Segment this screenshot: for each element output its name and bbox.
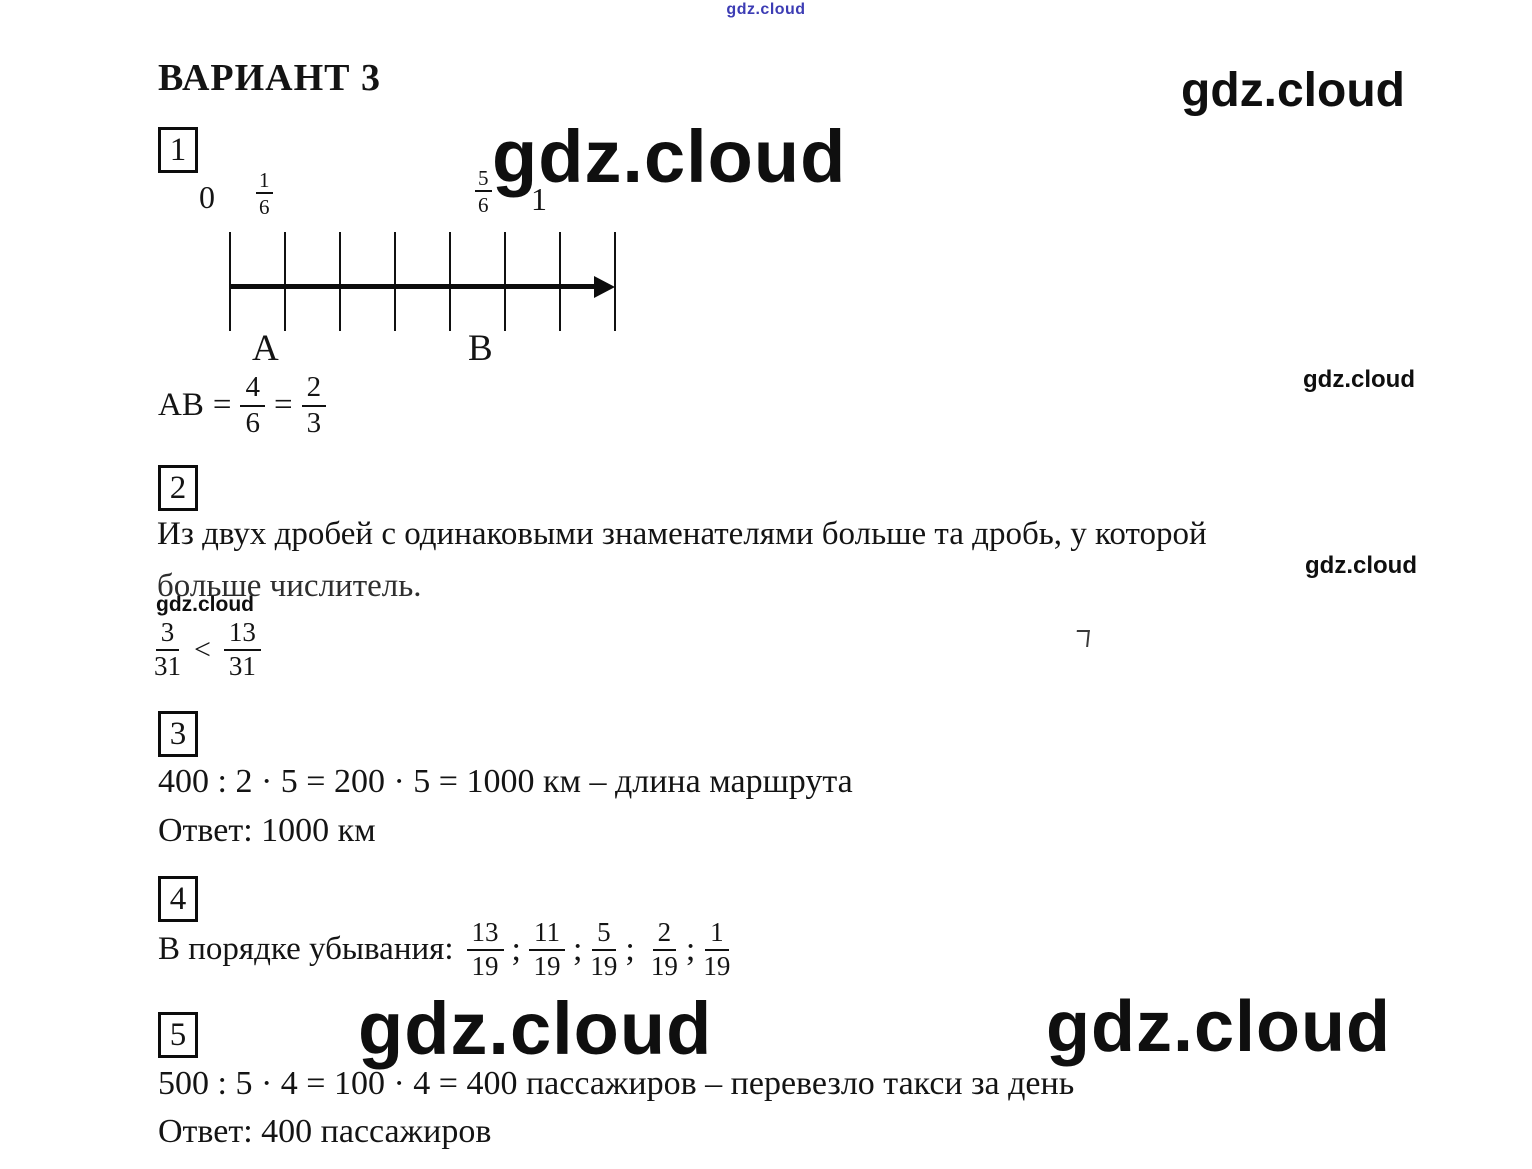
fraction-13-19: 13 19 — [466, 917, 504, 981]
frac-denominator: 19 — [703, 950, 731, 981]
segment-name: АВ — [158, 387, 204, 424]
problem-4-number: 4 — [169, 880, 187, 917]
frac-numerator: 5 — [475, 166, 492, 193]
fraction-2-19: 2 19 — [650, 917, 678, 981]
watermark-top-right: gdz.cloud — [1181, 64, 1405, 117]
problem-5-answer: Ответ: 400 пассажиров — [158, 1113, 492, 1150]
frac-numerator: 3 — [155, 617, 180, 651]
problem-4-number-box: 4 — [158, 876, 198, 922]
number-line-arrowhead-icon — [594, 276, 615, 298]
equals-sign: = — [273, 387, 293, 424]
point-b-label: В — [468, 328, 493, 369]
problem-5-number: 5 — [169, 1016, 187, 1053]
problem-1-result: АВ = 4 6 = 2 3 — [158, 371, 327, 440]
semicolon-separator: ; — [625, 930, 635, 968]
semicolon-separator: ; — [572, 930, 583, 968]
fraction-13-31: 13 31 — [223, 617, 261, 681]
frac-denominator: 6 — [478, 193, 489, 218]
frac-numerator: 13 — [223, 617, 261, 651]
equals-sign: = — [212, 387, 232, 424]
fraction-1-19: 1 19 — [703, 917, 731, 981]
frac-numerator: 2 — [652, 917, 677, 951]
fraction-5-19: 5 19 — [590, 917, 618, 981]
problem-5-number-box: 5 — [158, 1012, 198, 1058]
number-line-label-zero: 0 — [199, 179, 215, 215]
watermark-right-2: gdz.cloud — [1305, 552, 1417, 579]
frac-numerator: 2 — [301, 371, 327, 407]
frac-denominator: 19 — [533, 950, 561, 981]
number-line-frac-5-6: 5 6 — [475, 166, 492, 217]
page-title: ВАРИАНТ 3 — [158, 57, 382, 99]
scan-artifact-mark — [1075, 630, 1090, 647]
semicolon-separator: ; — [685, 930, 696, 968]
frac-numerator: 13 — [466, 917, 504, 951]
problem-1-number: 1 — [169, 131, 187, 168]
fraction-2-3: 2 3 — [301, 371, 327, 440]
frac-numerator: 1 — [256, 168, 273, 195]
frac-denominator: 19 — [471, 950, 499, 981]
fraction-11-19: 11 19 — [528, 917, 565, 981]
problem-3-number: 3 — [169, 715, 187, 752]
watermark-bottom-left: gdz.cloud — [358, 987, 713, 1070]
number-line-tick — [229, 232, 231, 331]
frac-denominator: 31 — [154, 650, 181, 681]
fraction-4-6: 4 6 — [240, 371, 265, 440]
number-line-tick — [614, 232, 616, 331]
frac-numerator: 1 — [705, 917, 729, 951]
frac-numerator: 11 — [528, 917, 565, 951]
number-line-frac-1-6: 1 6 — [256, 168, 273, 219]
problem-2-rule-line1: Из двух дробей с одинаковыми знаменателя… — [157, 516, 1207, 552]
number-line-tick — [504, 232, 506, 331]
frac-denominator: 6 — [259, 195, 270, 220]
fraction-3-31: 3 31 — [154, 617, 181, 681]
frac-denominator: 19 — [650, 950, 678, 981]
number-line-tick — [339, 232, 341, 331]
problem-5-solution: 500 : 5 · 4 = 100 · 4 = 400 пассажиров –… — [158, 1065, 1075, 1102]
semicolon-separator: ; — [511, 930, 521, 968]
number-line-tick — [449, 232, 451, 331]
problem-3-solution: 400 : 2 · 5 = 200 · 5 = 1000 км – длина … — [158, 763, 853, 800]
frac-numerator: 4 — [240, 371, 265, 407]
number-line-axis — [231, 284, 596, 289]
problem-2-rule-line2: больше числитель. — [157, 568, 422, 604]
less-than-sign: < — [194, 632, 211, 666]
frac-denominator: 31 — [228, 650, 256, 681]
problem-1-number-box: 1 — [158, 127, 198, 173]
watermark-mid-right: gdz.cloud — [1303, 366, 1415, 393]
problem-2-number-box: 2 — [158, 465, 198, 511]
frac-denominator: 19 — [590, 950, 618, 981]
problem-3-answer: Ответ: 1000 км — [158, 812, 376, 849]
number-line-label-one: 1 — [531, 181, 547, 217]
frac-numerator: 5 — [592, 917, 616, 951]
frac-denominator: 6 — [245, 406, 260, 439]
problem-3-number-box: 3 — [158, 711, 198, 757]
problem-2-comparison: 3 31 < 13 31 — [154, 617, 261, 681]
problem-4-label: В порядке убывания: — [158, 931, 454, 968]
watermark-top-blue: gdz.cloud — [726, 1, 806, 18]
watermark-left-small: gdz.cloud — [156, 593, 254, 616]
frac-denominator: 3 — [306, 406, 322, 439]
number-line-tick — [559, 232, 561, 331]
point-a-label: А — [252, 328, 279, 369]
watermark-center-top: gdz.cloud — [492, 115, 847, 198]
watermark-bottom-right: gdz.cloud — [1046, 987, 1391, 1067]
problem-4-ordering: В порядке убывания: 13 19 ; 11 19 ; 5 19… — [158, 917, 731, 981]
number-line-tick — [394, 232, 396, 331]
number-line-tick — [284, 232, 286, 331]
problem-2-number: 2 — [169, 469, 187, 506]
